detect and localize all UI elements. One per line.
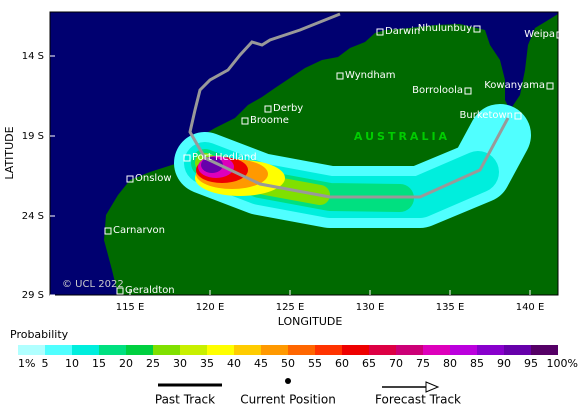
colorbar-swatch [207,345,234,355]
lat-tick-label: 19 S [22,131,44,142]
legend-label: Forecast Track [375,393,461,407]
map-frame [49,11,559,296]
place-marker [116,287,124,295]
colorbar-swatch [369,345,396,355]
colorbar-label: 85 [470,357,484,370]
colorbar-swatch [504,345,531,355]
colorbar-label: 65 [362,357,376,370]
place-marker [336,72,344,80]
place-label: Wyndham [345,70,396,81]
colorbar-label: 20 [119,357,133,370]
axis-label: LATITUDE [3,126,16,179]
colorbar-label: 60 [335,357,349,370]
colorbar-swatch [342,345,369,355]
colorbar-label: 90 [497,357,511,370]
colorbar-label: 25 [146,357,160,370]
colorbar-label: 70 [389,357,403,370]
colorbar-swatch [396,345,423,355]
colorbar-label: 1% [18,357,35,370]
past-track [188,12,341,159]
colorbar-swatch [450,345,477,355]
colorbar-label: 45 [254,357,268,370]
place-label: Borroloola [412,85,463,96]
place-marker [473,25,481,33]
colorbar-swatch [45,345,72,355]
colorbar-swatch [153,345,180,355]
colorbar-swatch [180,345,207,355]
place-marker [556,31,564,39]
place-label: Broome [250,115,289,126]
colorbar-swatch [261,345,288,355]
colorbar-title: Probability [10,328,69,341]
current-position-key [285,378,291,384]
place-label: Darwin [385,26,420,37]
place-marker [546,82,554,90]
lon-tick-label: 115 E [116,302,145,313]
colorbar-label: 95 [524,357,538,370]
place-label: Port Hedland [192,152,257,163]
axis-label: LONGITUDE [278,315,343,328]
place-label: Weipa [524,29,555,40]
colorbar-label: 10 [65,357,79,370]
colorbar-swatch [126,345,153,355]
lat-tick-label: 14 S [22,51,44,62]
region-label: AUSTRALIA [354,130,450,143]
colorbar-swatch [477,345,504,355]
colorbar-label: 40 [227,357,241,370]
colorbar-label: 5 [42,357,49,370]
colorbar-label: 80 [443,357,457,370]
place-marker [183,154,191,162]
legend-label: Past Track [155,393,215,407]
lon-tick-label: 125 E [276,302,305,313]
colorbar-swatch [423,345,450,355]
place-marker [376,28,384,36]
lon-tick-label: 130 E [356,302,385,313]
place-label: Onslow [135,173,172,184]
colorbar-swatch [18,345,45,355]
colorbar-label: 30 [173,357,187,370]
lat-tick-label: 24 S [22,211,44,222]
place-marker [104,227,112,235]
lat-tick-label: 29 S [22,290,44,301]
colorbar-label: 100% [547,357,578,370]
colorbar-label: 35 [200,357,214,370]
colorbar-label: 15 [92,357,106,370]
colorbar-label: 55 [308,357,322,370]
colorbar-label: 75 [416,357,430,370]
place-label: Kowanyama [484,80,545,91]
place-marker [126,175,134,183]
lon-tick-label: 135 E [436,302,465,313]
colorbar-swatch [531,345,558,355]
place-label: Burketown [460,110,513,121]
colorbar-swatch [234,345,261,355]
lon-tick-label: 120 E [196,302,225,313]
copyright: © UCL 2022 [62,279,124,290]
lon-tick-label: 140 E [516,302,545,313]
place-label: Nhulunbuy [418,23,472,34]
colorbar-swatch [288,345,315,355]
place-label: Derby [273,103,303,114]
colorbar-swatch [315,345,342,355]
forecast-track [204,117,510,199]
land [104,14,558,295]
place-marker [514,112,522,120]
legend-label: Current Position [240,393,336,407]
place-marker [241,117,249,125]
forecast-arrow [425,381,440,393]
place-label: Geraldton [125,285,175,296]
colorbar-swatch [72,345,99,355]
place-marker [264,105,272,113]
place-marker [464,87,472,95]
place-label: Carnarvon [113,225,165,236]
colorbar-swatch [99,345,126,355]
colorbar-label: 50 [281,357,295,370]
